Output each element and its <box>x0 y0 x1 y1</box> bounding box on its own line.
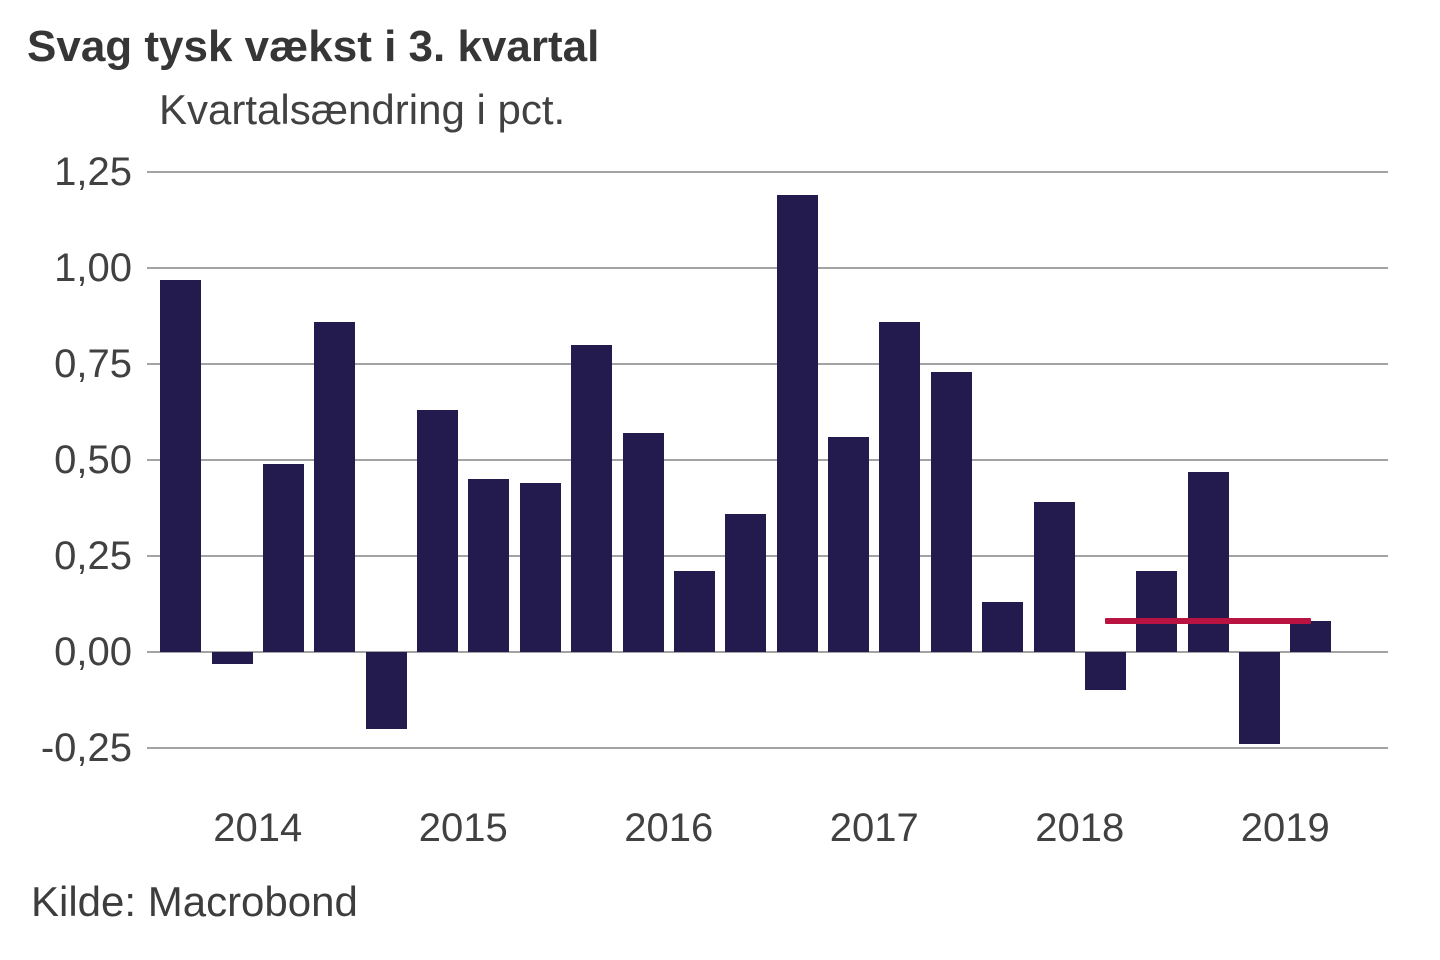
y-tick-label: -0,25 <box>40 726 132 770</box>
x-tick-label-2016: 2016 <box>624 806 714 850</box>
x-tick-label-2018: 2018 <box>1035 806 1125 850</box>
y-tick-label: 0,75 <box>54 342 132 386</box>
source-note: Kilde: Macrobond <box>31 878 358 925</box>
bar-2016K1 <box>571 344 613 652</box>
bar-2018K4 <box>1136 571 1178 652</box>
bar-2017K3 <box>879 321 921 652</box>
bar-2016K2 <box>622 433 664 652</box>
bar-2014K1 <box>160 279 202 652</box>
bar-2019K3 <box>1290 621 1332 652</box>
x-tick-label-2019: 2019 <box>1240 806 1330 850</box>
bar-2017K4 <box>930 371 972 652</box>
reference-line <box>1105 618 1311 625</box>
bar-2014K2 <box>211 652 253 664</box>
chart-subtitle: Kvartalsændring i pct. <box>159 86 566 133</box>
gridline-0,75 <box>147 363 1388 365</box>
bar-2015K2 <box>417 410 459 652</box>
bar-2014K3 <box>262 463 304 652</box>
chart-title: Svag tysk vækst i 3. kvartal <box>27 22 600 71</box>
x-tick-label-2014: 2014 <box>213 806 303 850</box>
gridline-0,50 <box>147 459 1388 461</box>
y-tick-label: 0,00 <box>54 630 132 674</box>
bar-2019K2 <box>1239 652 1281 745</box>
gridline--0,25 <box>147 747 1388 749</box>
bar-2018K3 <box>1084 652 1126 691</box>
gridline-1,25 <box>147 171 1388 173</box>
y-tick-label: 1,00 <box>54 246 132 290</box>
bar-2014K4 <box>314 321 356 652</box>
bar-2015K4 <box>519 483 561 652</box>
bar-2016K3 <box>673 571 715 652</box>
gridline-0,25 <box>147 555 1388 557</box>
bar-2018K2 <box>1033 502 1075 652</box>
bar-2018K1 <box>982 602 1024 652</box>
gridline-0,00 <box>147 651 1388 653</box>
bar-2015K3 <box>468 479 510 652</box>
bar-2017K1 <box>776 195 818 652</box>
bar-2017K2 <box>828 436 870 652</box>
x-tick-label-2017: 2017 <box>829 806 919 850</box>
gridline-1,00 <box>147 267 1388 269</box>
bar-2016K4 <box>725 513 767 652</box>
y-tick-label: 0,25 <box>54 534 132 578</box>
bar-2019K1 <box>1187 471 1229 652</box>
y-tick-label: 0,50 <box>54 438 132 482</box>
plot-area <box>147 171 1388 749</box>
y-tick-label: 1,25 <box>54 150 132 194</box>
bar-2015K1 <box>365 652 407 729</box>
x-tick-label-2015: 2015 <box>418 806 508 850</box>
